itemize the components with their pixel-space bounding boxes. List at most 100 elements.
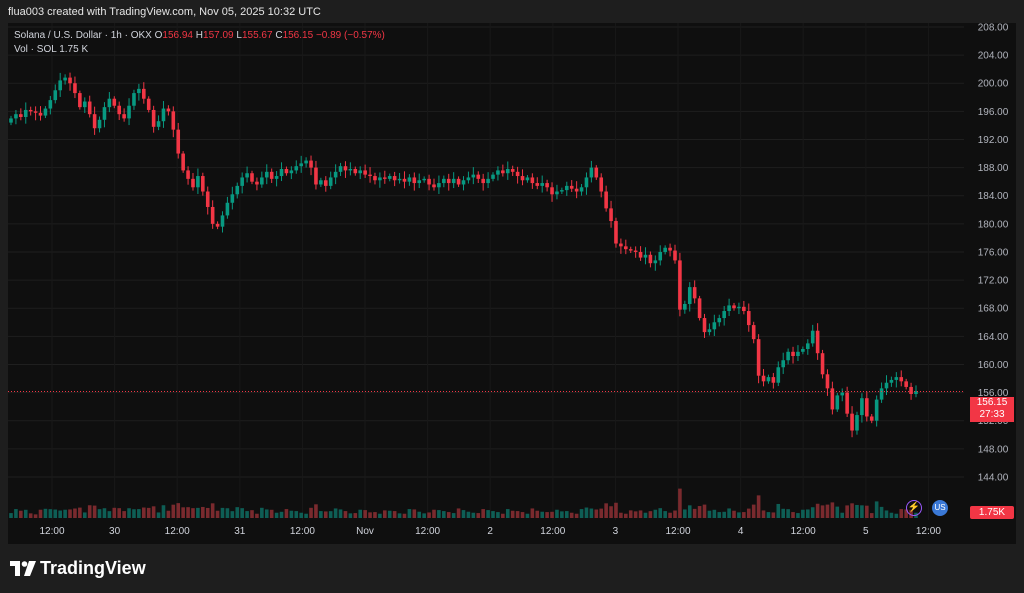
volume-bar xyxy=(28,513,33,518)
candle-body xyxy=(151,109,156,127)
volume-bar xyxy=(619,512,623,518)
candle-body xyxy=(309,160,313,168)
candle-body xyxy=(196,176,200,188)
volume-bar xyxy=(707,510,712,518)
lightning-icon[interactable]: ⚡ xyxy=(906,500,922,516)
volume-bar xyxy=(810,507,815,518)
y-tick-label: 168.00 xyxy=(978,304,1009,315)
candle-body xyxy=(33,111,38,113)
volume-bar xyxy=(501,513,505,518)
candle-body xyxy=(461,180,466,185)
candle-body xyxy=(545,183,549,188)
volume-bar xyxy=(712,509,717,518)
volume-bar xyxy=(427,512,431,518)
candle-body xyxy=(156,121,161,127)
volume-bar xyxy=(815,503,820,518)
candle-body xyxy=(569,185,574,189)
volume-bar xyxy=(255,513,259,518)
volume-bar xyxy=(437,510,441,518)
volume-bar xyxy=(387,510,392,518)
candle-body xyxy=(663,247,667,252)
x-tick-label: 4 xyxy=(738,526,744,537)
candle-body xyxy=(240,177,244,186)
volume-bar xyxy=(840,512,845,518)
volume-bar xyxy=(260,507,264,518)
y-tick-label: 184.00 xyxy=(978,191,1009,202)
volume-bar xyxy=(471,512,476,518)
volume-bar xyxy=(732,510,736,518)
x-tick-label: 12:00 xyxy=(290,526,315,537)
candle-body xyxy=(112,98,117,106)
volume-bar xyxy=(476,513,481,518)
candle-body xyxy=(909,386,913,394)
us-flag-icon[interactable]: US xyxy=(932,500,948,516)
symbol-label[interactable]: Solana / U.S. Dollar · 1h · OKX xyxy=(14,30,152,41)
volume-bar xyxy=(407,509,412,518)
candle-body xyxy=(825,374,830,389)
volume-bar xyxy=(210,503,215,518)
y-tick-label: 176.00 xyxy=(978,247,1009,258)
volume-bar xyxy=(653,509,658,518)
volume-bar xyxy=(87,505,92,518)
volume-bar xyxy=(353,513,358,518)
volume-bar xyxy=(343,511,348,518)
volume-bar xyxy=(550,511,554,518)
candle-body xyxy=(683,303,687,310)
candle-body xyxy=(712,322,717,330)
candle-body xyxy=(255,181,259,185)
volume-bar xyxy=(614,502,618,518)
candle-body xyxy=(801,348,805,352)
x-tick-label: 5 xyxy=(863,526,869,537)
volume-bar xyxy=(161,505,166,518)
x-tick-label: 12:00 xyxy=(665,526,690,537)
volume-bar xyxy=(683,509,687,518)
candle-body xyxy=(604,191,608,209)
candle-body xyxy=(284,169,289,174)
volume-bar xyxy=(392,511,397,518)
candle-body xyxy=(304,160,308,164)
volume-bar xyxy=(560,511,564,518)
candle-body xyxy=(835,395,840,410)
volume-bar xyxy=(53,509,58,518)
candle-body xyxy=(638,251,643,258)
candle-body xyxy=(38,112,43,116)
candle-body xyxy=(525,177,530,181)
candle-body xyxy=(717,318,722,323)
volume-bar xyxy=(68,509,72,518)
candle-body xyxy=(58,80,62,91)
candle-body xyxy=(442,178,446,184)
volume-bar xyxy=(432,509,436,518)
candle-body xyxy=(314,167,318,185)
volume-bar xyxy=(869,513,874,518)
volume-label[interactable]: Vol · SOL xyxy=(14,44,57,55)
candle-body xyxy=(904,381,908,387)
chart-panel[interactable] xyxy=(8,23,1016,544)
volume-bar xyxy=(510,510,515,518)
candle-body xyxy=(737,306,741,309)
volume-bar xyxy=(269,509,274,518)
y-tick-label: 208.00 xyxy=(978,23,1009,34)
candle-body xyxy=(264,171,269,178)
candle-body xyxy=(692,287,697,299)
y-tick-label: 200.00 xyxy=(978,79,1009,90)
volume-bar xyxy=(751,504,756,518)
close-label: C xyxy=(275,30,283,41)
volume-bar xyxy=(663,511,667,518)
candle-body xyxy=(564,185,569,191)
candle-body xyxy=(781,360,786,368)
volume-bar xyxy=(776,503,781,518)
candle-body xyxy=(73,83,77,94)
candle-body xyxy=(505,169,510,174)
volume-bar xyxy=(38,509,43,518)
candle-body xyxy=(491,174,495,179)
volume-bar xyxy=(456,508,461,518)
volume-bar xyxy=(771,512,776,518)
candle-body xyxy=(481,178,485,184)
open-value: 156.94 xyxy=(162,30,193,41)
candle-body xyxy=(146,98,151,110)
volume-bar xyxy=(633,511,638,518)
candle-body xyxy=(555,191,559,195)
volume-bar xyxy=(23,509,28,518)
volume-bar xyxy=(692,508,697,518)
